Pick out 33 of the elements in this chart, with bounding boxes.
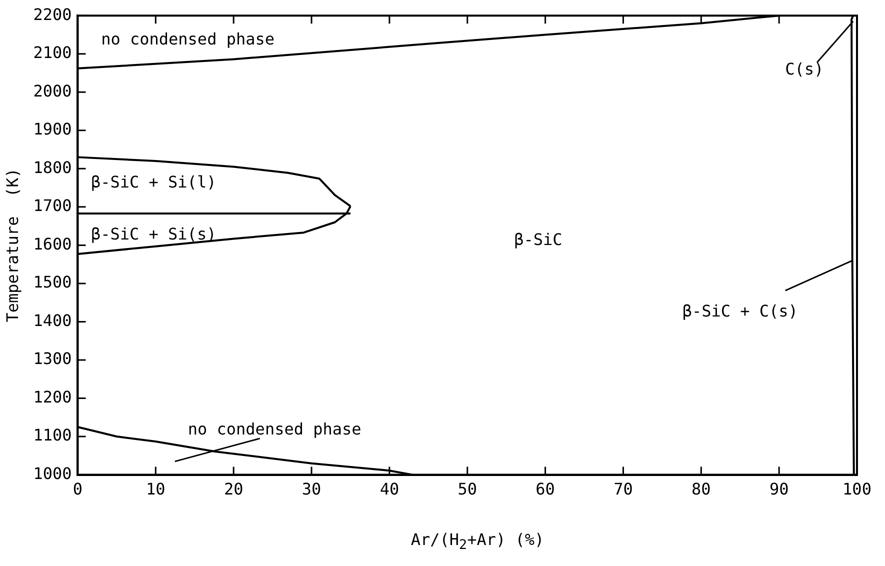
y-tick-label: 1900 bbox=[33, 120, 72, 139]
annotation: no condensed phase bbox=[101, 30, 274, 49]
y-tick-label: 1600 bbox=[33, 234, 72, 254]
annotation: β-SiC bbox=[514, 230, 562, 249]
annotation: no condensed phase bbox=[188, 420, 362, 439]
y-tick-label: 1800 bbox=[33, 158, 72, 177]
x-tick-label: 100 bbox=[842, 480, 872, 499]
x-tick-label: 50 bbox=[458, 480, 477, 499]
y-axis-title: Temperature (K) bbox=[2, 168, 22, 322]
y-tick-label: 1300 bbox=[33, 349, 72, 368]
y-tick-label: 1000 bbox=[33, 464, 72, 483]
x-tick-label: 70 bbox=[614, 480, 633, 499]
y-tick-label: 1200 bbox=[33, 387, 72, 406]
x-tick-label: 20 bbox=[224, 480, 244, 499]
x-tick-label: 40 bbox=[380, 480, 400, 499]
y-tick-label: 1700 bbox=[33, 196, 72, 216]
x-axis-title: Ar/(H$_{2}$+Ar) (%) bbox=[410, 530, 546, 554]
x-tick-label: 60 bbox=[536, 480, 555, 499]
x-tick-label: 90 bbox=[769, 480, 789, 499]
x-tick-label: 10 bbox=[146, 480, 166, 499]
annotation: β-SiC + Si(s) bbox=[90, 224, 216, 244]
y-tick-label: 1500 bbox=[33, 272, 72, 292]
annotation: β-SiC + C(s) bbox=[682, 302, 798, 321]
annotation: C(s) bbox=[785, 59, 824, 78]
y-tick-label: 2100 bbox=[33, 43, 72, 62]
annotation: β-SiC + Si(l) bbox=[90, 172, 216, 192]
x-tick-label: 30 bbox=[302, 480, 322, 499]
y-tick-label: 1100 bbox=[33, 426, 72, 445]
y-tick-label: 2200 bbox=[33, 4, 72, 24]
y-tick-label: 2000 bbox=[33, 81, 72, 100]
y-tick-label: 1400 bbox=[33, 310, 72, 330]
x-tick-label: 80 bbox=[692, 480, 711, 499]
x-tick-label: 0 bbox=[72, 480, 83, 499]
